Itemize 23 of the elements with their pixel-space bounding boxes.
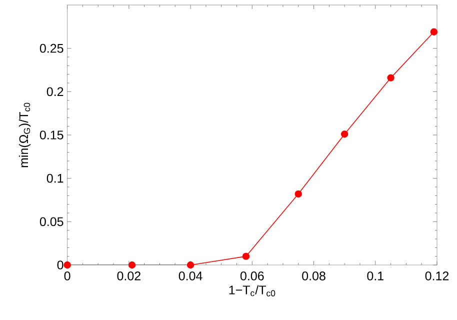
x-tick-label: 0.06 [240, 272, 264, 280]
y-tick-label: 0.1 [46, 174, 64, 183]
x-tick-label: 0.02 [117, 272, 140, 280]
x-tick-label: 0.12 [425, 272, 449, 280]
y-tick-label: 0.15 [40, 130, 64, 140]
y-tick-label: 0.2 [46, 87, 64, 96]
point [186, 261, 194, 269]
x-tick-label: 0 [64, 272, 70, 280]
y-axis-title: min(Ω$_{G}$)/T$_{c0}$ [18, 102, 31, 168]
point [387, 74, 394, 82]
y-tick-label: 0.05 [40, 217, 64, 226]
x-tick-label: 0.1 [367, 272, 384, 280]
x-tick-label: 0.08 [302, 272, 326, 280]
point [128, 261, 136, 269]
point [64, 261, 71, 269]
point [340, 130, 348, 138]
point [430, 28, 438, 36]
x-tick-label: 0.04 [178, 272, 202, 280]
point [294, 190, 302, 198]
y-tick-label: 0.25 [40, 44, 64, 53]
x-axis-title: 1−T$_{c}$/T$_{c0}$ [229, 285, 276, 296]
point [242, 252, 250, 260]
y-tick-label: 0 [57, 260, 64, 270]
